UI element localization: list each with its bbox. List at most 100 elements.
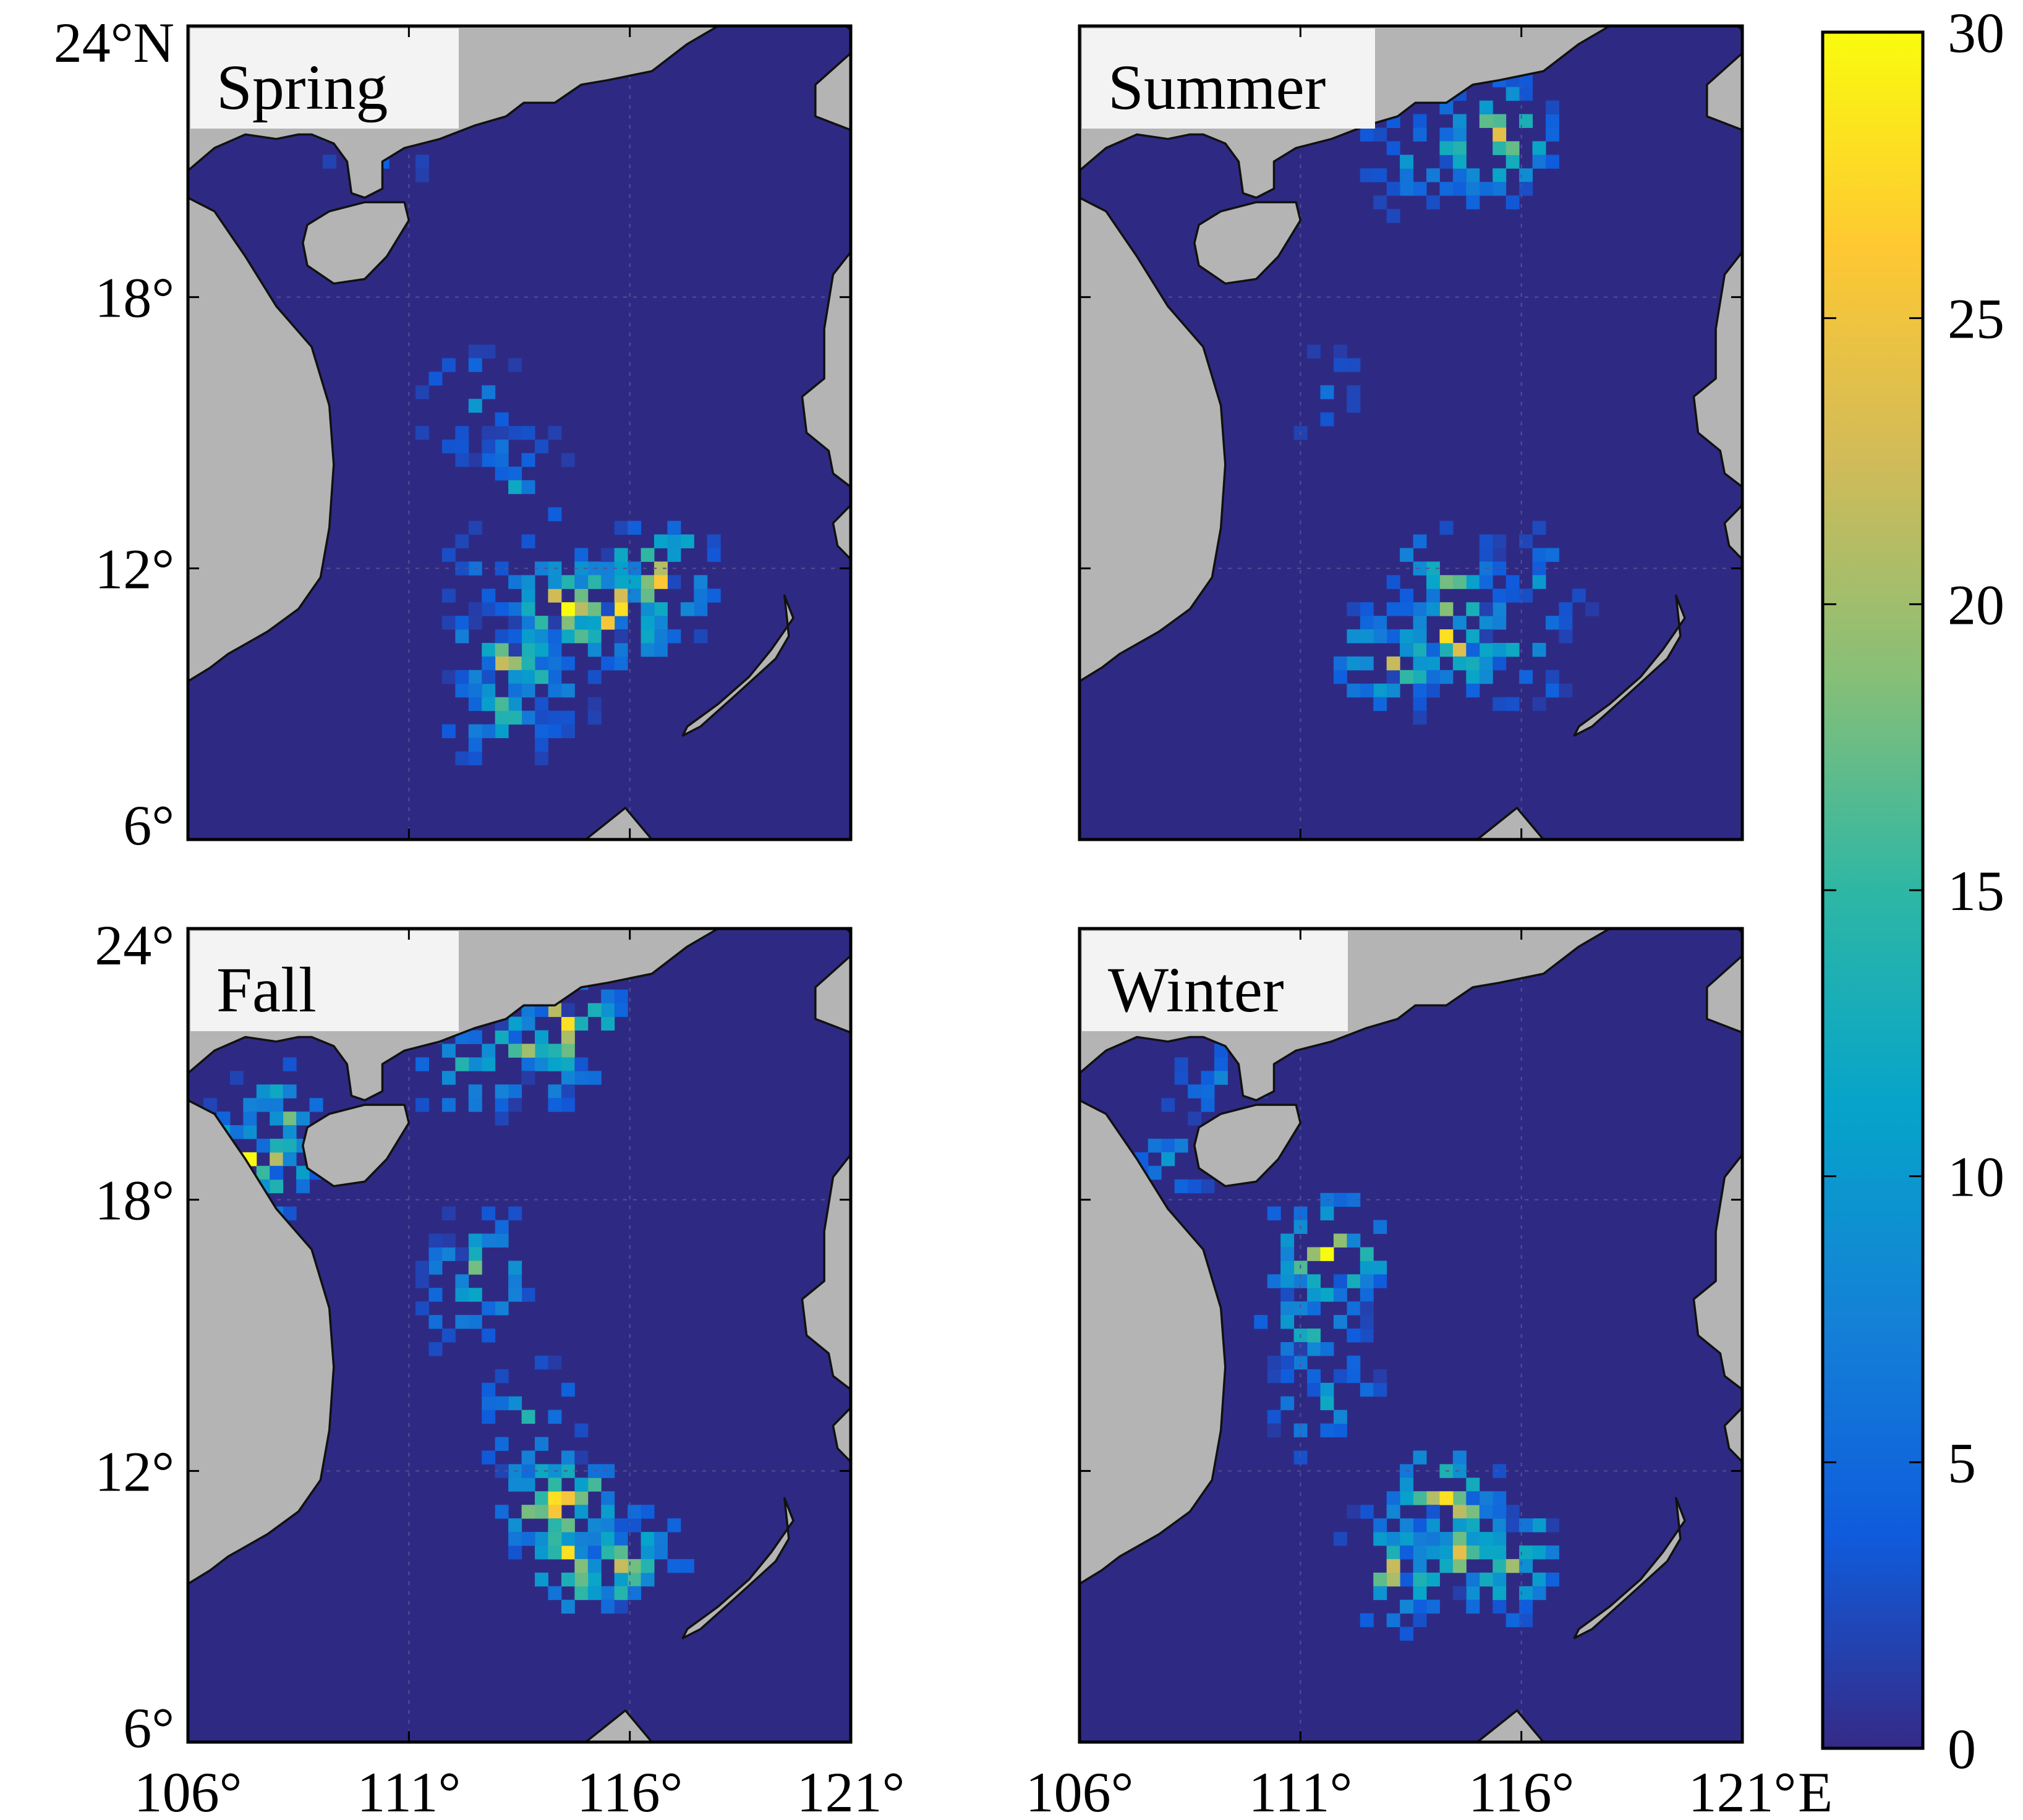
density-cell [415,426,429,440]
density-cell [1360,1274,1374,1288]
density-cell [1413,127,1427,142]
density-cell [535,670,548,684]
density-cell [1373,1518,1387,1533]
density-cell [495,426,509,440]
density-cell [1386,1572,1400,1587]
density-cell [468,1288,482,1302]
density-cell [1333,1274,1347,1288]
density-cell [468,1261,482,1275]
density-cell [1545,1572,1559,1587]
density-cell [296,1179,310,1194]
density-cell [521,1071,535,1085]
density-cell [468,738,482,752]
density-cell [521,1288,535,1302]
borneo-land [1476,807,1545,840]
density-cell [601,561,615,576]
density-cell [521,642,535,657]
density-cell [1333,1233,1347,1248]
density-cell [601,616,615,630]
density-cell [1280,1247,1295,1261]
density-cell [1280,1396,1295,1411]
density-cell [628,1558,642,1573]
density-cell [1532,521,1546,535]
density-cell [1413,656,1427,671]
lat-tick-label: 6° [123,1696,174,1759]
density-cell [1413,534,1427,548]
density-cell [1452,1450,1467,1465]
panel-title-box: Summer [1082,28,1375,129]
density-cell [641,1572,655,1587]
hainan-island [302,1103,411,1188]
density-cell [1545,670,1559,684]
density-cell [1559,683,1573,698]
density-cell [1347,1193,1361,1207]
density-cell [1293,1450,1308,1465]
density-cell [601,1599,615,1614]
density-cell [1320,1288,1334,1302]
density-cell [1532,561,1546,576]
density-cell [1452,1532,1467,1546]
density-cell [1479,182,1493,196]
lon-tick-label: 116° [1468,1761,1574,1820]
density-cell [1545,548,1559,562]
density-cell [482,1301,496,1316]
lat-tick-label: 18° [95,1169,174,1232]
density-cell [1347,1355,1361,1370]
density-cell [535,1030,548,1044]
density-cell [628,1572,642,1587]
density-cell [521,534,535,548]
density-cell [614,1586,628,1601]
density-cell [654,602,668,616]
density-cell [1439,629,1454,644]
tick-marks [1078,927,1744,1743]
density-cell [1413,1450,1427,1465]
density-cell [587,670,602,684]
density-cell [1452,1491,1467,1505]
density-cell [1452,1505,1467,1519]
density-cell [535,642,548,657]
density-cell [521,616,535,630]
density-cell [322,155,336,169]
density-cell [1452,141,1467,155]
density-cell [1493,534,1507,548]
density-cell [1333,358,1347,372]
density-cell [1333,1423,1347,1437]
density-cell [1201,1071,1215,1085]
density-cell [667,521,681,535]
density-cell [1347,1233,1361,1248]
density-cell [521,602,535,616]
density-cell [628,1518,642,1533]
density-cell [535,1491,548,1505]
density-cell [1280,1261,1295,1275]
density-cell [1373,1261,1387,1275]
density-cell [1373,683,1387,698]
density-cell [495,656,509,671]
density-cell [1307,1301,1321,1316]
density-cell [1214,1044,1228,1058]
density-cell [535,629,548,644]
density-cell [587,1572,602,1587]
density-cell [521,1532,535,1546]
density-cell [1386,602,1400,616]
density-cell [283,1206,297,1221]
lat-tick-label: 12° [95,537,174,600]
density-cell [1347,1369,1361,1384]
density-cell [1439,575,1454,589]
density-cell [1293,1355,1308,1370]
density-cell [428,1315,443,1329]
luzon-land [801,1153,851,1391]
density-cell [548,1491,562,1505]
density-cell [707,534,721,548]
lon-tick-label: 106° [134,1761,242,1820]
density-cell [535,724,548,738]
density-cell [1267,1369,1281,1384]
density-cell [1426,1572,1440,1587]
density-cell [415,1261,429,1275]
lon-tick-label: 111° [357,1761,461,1820]
density-cell [1280,1233,1295,1248]
density-cell [508,1016,522,1031]
density-cell [1373,195,1387,210]
density-cell [574,616,589,630]
density-cell [482,642,496,657]
density-cell [1360,1613,1374,1628]
